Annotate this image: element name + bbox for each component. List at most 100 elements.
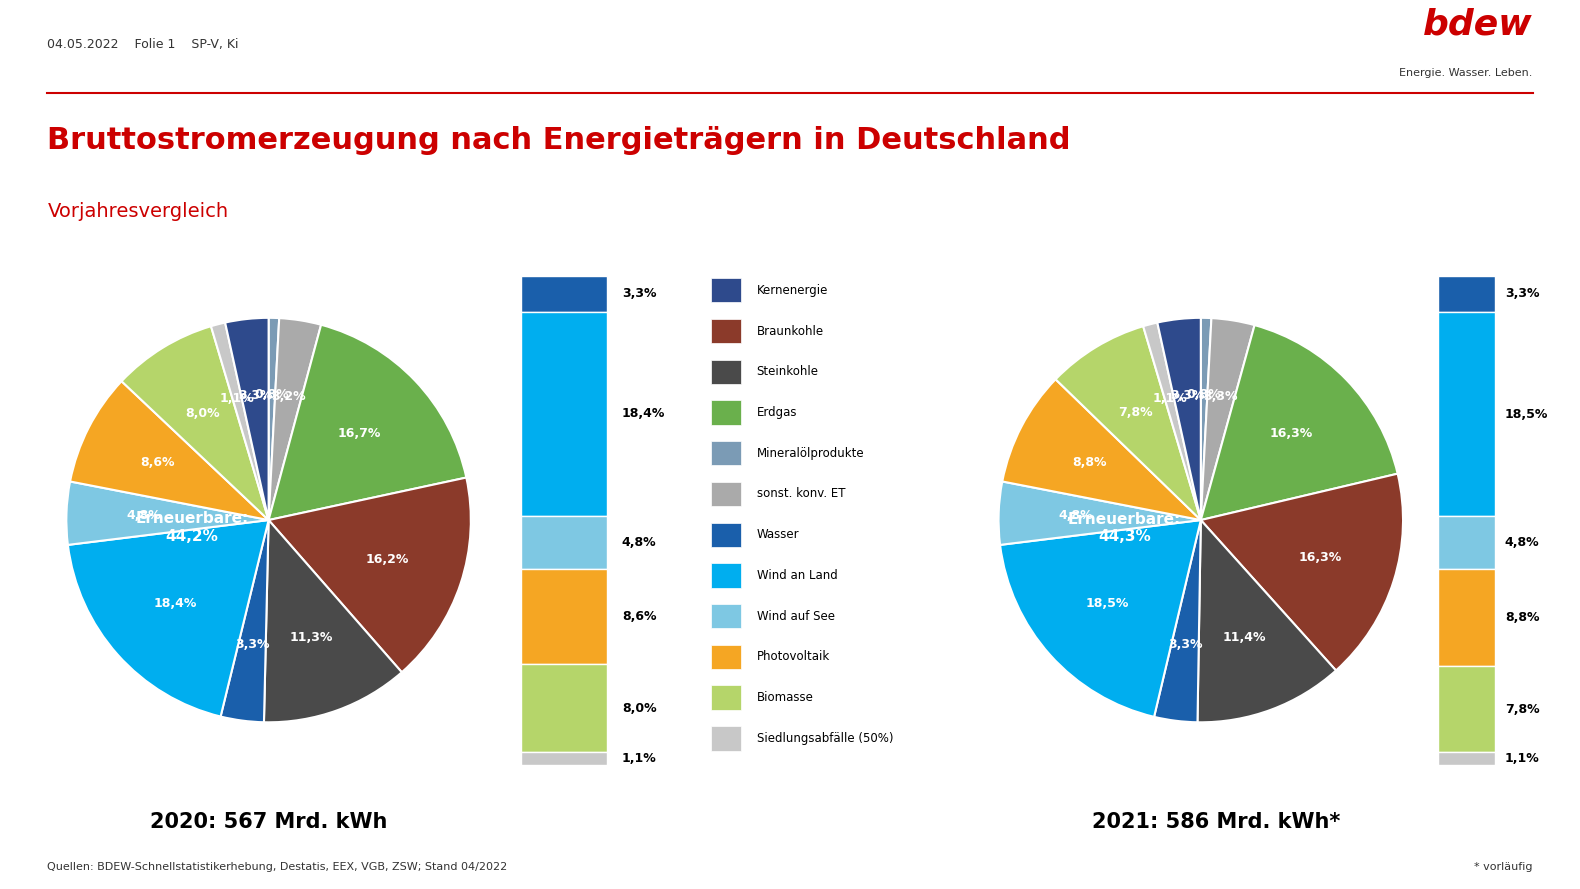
Wedge shape — [122, 326, 269, 520]
Wedge shape — [999, 482, 1201, 545]
Text: 8,6%: 8,6% — [139, 456, 174, 469]
Wedge shape — [1201, 318, 1212, 520]
Bar — [711, 523, 741, 547]
Wedge shape — [68, 520, 269, 717]
Text: 18,5%: 18,5% — [1504, 408, 1548, 420]
Bar — [711, 319, 741, 343]
Text: Vorjahresvergleich: Vorjahresvergleich — [47, 202, 229, 221]
Text: Erneuerbare:
44,2%: Erneuerbare: 44,2% — [136, 511, 248, 544]
Text: 16,2%: 16,2% — [367, 553, 409, 566]
Text: sonst. konv. ET: sonst. konv. ET — [757, 487, 845, 501]
Text: 4,8%: 4,8% — [1504, 536, 1539, 549]
Wedge shape — [1002, 380, 1201, 520]
Text: 0,8%: 0,8% — [1187, 388, 1221, 401]
Text: Bruttostromerzeugung nach Energieträgern in Deutschland: Bruttostromerzeugung nach Energieträgern… — [47, 126, 1071, 155]
Text: 16,7%: 16,7% — [338, 428, 381, 440]
Text: 7,8%: 7,8% — [1119, 406, 1153, 420]
Text: 1,1%: 1,1% — [623, 752, 657, 765]
Bar — [711, 359, 741, 384]
Text: 18,4%: 18,4% — [153, 597, 196, 610]
Text: 16,3%: 16,3% — [1299, 551, 1341, 564]
Text: 3,2%: 3,2% — [270, 389, 305, 403]
Text: 8,8%: 8,8% — [1504, 612, 1539, 624]
Text: Photovoltaik: Photovoltaik — [757, 651, 830, 663]
Text: 3,3%: 3,3% — [239, 388, 272, 402]
Wedge shape — [70, 381, 269, 520]
Text: 4,8%: 4,8% — [126, 509, 161, 522]
Text: Erneuerbare:
44,3%: Erneuerbare: 44,3% — [1068, 511, 1180, 544]
Wedge shape — [1153, 520, 1201, 722]
Wedge shape — [212, 323, 269, 520]
Bar — [521, 276, 607, 312]
Text: Braunkohle: Braunkohle — [757, 324, 823, 338]
Text: Siedlungsabfälle (50%): Siedlungsabfälle (50%) — [757, 732, 893, 745]
Bar — [711, 685, 741, 710]
Text: 3,3%: 3,3% — [1204, 389, 1239, 403]
Text: 18,5%: 18,5% — [1085, 597, 1130, 610]
Text: 4,8%: 4,8% — [1059, 509, 1093, 522]
Bar — [711, 400, 741, 425]
Wedge shape — [1144, 323, 1201, 520]
Text: 8,0%: 8,0% — [185, 407, 220, 420]
Bar — [1438, 667, 1495, 752]
Text: 11,3%: 11,3% — [289, 631, 333, 645]
Wedge shape — [1198, 520, 1337, 722]
Text: 4,8%: 4,8% — [623, 536, 657, 549]
Text: 3,3%: 3,3% — [1171, 388, 1204, 402]
Text: 11,4%: 11,4% — [1223, 631, 1267, 644]
Text: bdew: bdew — [1424, 7, 1533, 42]
Bar — [711, 604, 741, 629]
Text: 3,3%: 3,3% — [235, 638, 270, 651]
Text: Wasser: Wasser — [757, 528, 799, 541]
Wedge shape — [1201, 318, 1255, 520]
Bar — [711, 482, 741, 506]
Bar — [711, 645, 741, 669]
Wedge shape — [224, 318, 269, 520]
Bar — [521, 516, 607, 569]
Text: Biomasse: Biomasse — [757, 692, 814, 704]
Text: 04.05.2022    Folie 1    SP-V, Ki: 04.05.2022 Folie 1 SP-V, Ki — [47, 37, 239, 51]
Bar — [521, 752, 607, 765]
Bar — [1438, 752, 1495, 765]
Text: 1,1%: 1,1% — [1152, 392, 1187, 405]
Text: Wind auf See: Wind auf See — [757, 610, 834, 622]
Text: 2020: 567 Mrd. kWh: 2020: 567 Mrd. kWh — [150, 813, 387, 832]
Bar — [521, 664, 607, 752]
Wedge shape — [1000, 520, 1201, 717]
Wedge shape — [269, 477, 471, 672]
Wedge shape — [1201, 474, 1403, 670]
Text: Quellen: BDEW-Schnellstatistikerhebung, Destatis, EEX, VGB, ZSW; Stand 04/2022: Quellen: BDEW-Schnellstatistikerhebung, … — [47, 861, 507, 872]
Bar — [711, 441, 741, 466]
Wedge shape — [269, 324, 466, 520]
Wedge shape — [269, 318, 280, 520]
Wedge shape — [221, 520, 269, 722]
Text: 8,8%: 8,8% — [1073, 455, 1108, 469]
Wedge shape — [1055, 326, 1201, 520]
Bar — [521, 312, 607, 516]
Text: Wind an Land: Wind an Land — [757, 569, 837, 582]
Wedge shape — [1201, 325, 1398, 520]
Wedge shape — [1157, 318, 1201, 520]
Text: 2021: 586 Mrd. kWh*: 2021: 586 Mrd. kWh* — [1092, 813, 1341, 832]
Text: 1,1%: 1,1% — [1504, 752, 1539, 765]
Text: * vorläufig: * vorläufig — [1474, 861, 1533, 872]
Wedge shape — [66, 482, 269, 545]
Text: 3,3%: 3,3% — [623, 287, 656, 300]
Text: 7,8%: 7,8% — [1504, 703, 1539, 716]
Text: Mineralölprodukte: Mineralölprodukte — [757, 447, 864, 460]
Wedge shape — [269, 318, 321, 520]
Bar — [521, 569, 607, 664]
Bar — [1438, 517, 1495, 569]
Text: 1,1%: 1,1% — [220, 392, 254, 405]
Bar — [1438, 569, 1495, 667]
Text: 16,3%: 16,3% — [1269, 427, 1313, 439]
Text: Erdgas: Erdgas — [757, 406, 796, 419]
Text: 18,4%: 18,4% — [623, 407, 665, 420]
Text: 3,3%: 3,3% — [1168, 638, 1202, 651]
Text: Energie. Wasser. Leben.: Energie. Wasser. Leben. — [1400, 68, 1533, 78]
Bar — [1438, 276, 1495, 312]
Text: 8,0%: 8,0% — [623, 701, 657, 715]
Bar — [711, 564, 741, 588]
Bar — [711, 278, 741, 302]
Text: 3,3%: 3,3% — [1504, 287, 1539, 300]
